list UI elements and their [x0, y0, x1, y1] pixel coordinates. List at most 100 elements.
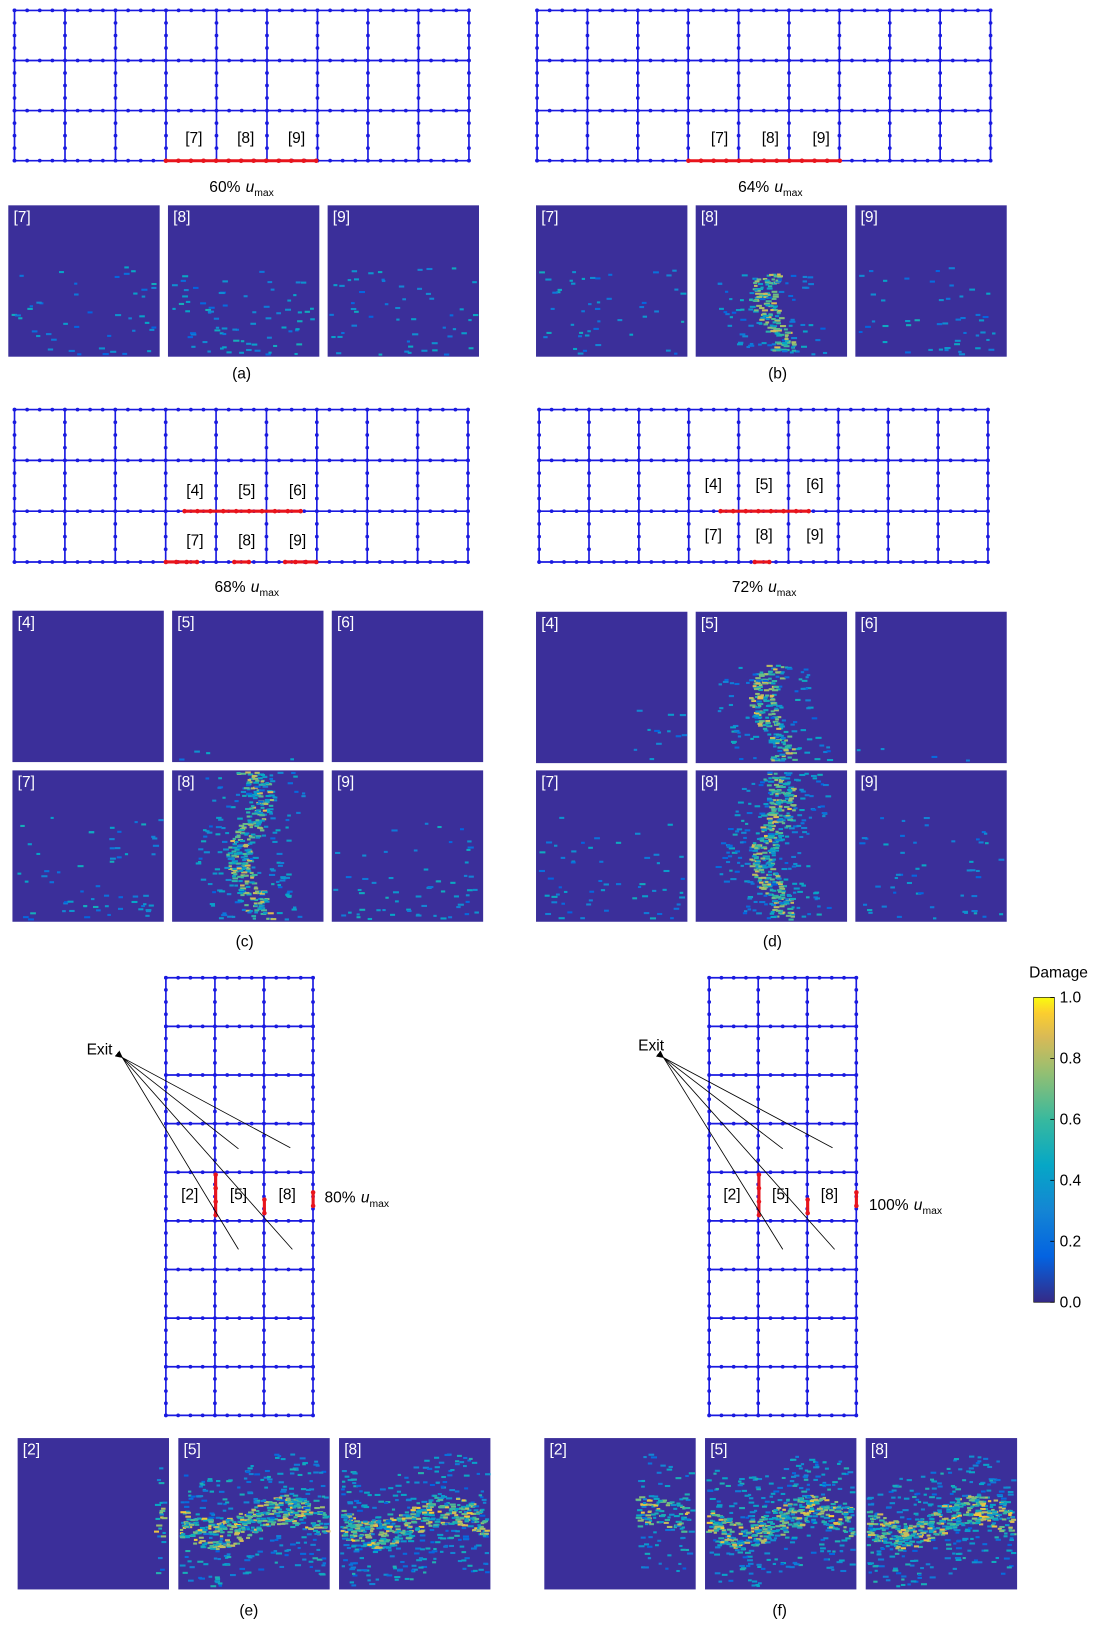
damage-speck: [162, 1517, 168, 1519]
damage-speck: [467, 840, 471, 842]
damage-speck: [785, 842, 789, 844]
damage-speck: [293, 294, 296, 296]
node: [836, 522, 840, 526]
node: [63, 471, 67, 475]
damage-speck: [819, 745, 824, 747]
damage-speck: [272, 1510, 276, 1512]
node: [938, 9, 942, 13]
node: [756, 1061, 760, 1065]
damage-speck: [792, 831, 798, 833]
node: [274, 1316, 278, 1320]
damage-speck: [754, 285, 758, 287]
node: [611, 9, 615, 13]
damage-speck: [51, 339, 57, 341]
node: [176, 408, 180, 412]
damage-speck: [668, 714, 674, 716]
node: [201, 1365, 205, 1369]
damage-speck: [347, 1528, 353, 1530]
node: [674, 408, 678, 412]
damage-speck: [787, 895, 792, 897]
damaged-node: [195, 560, 200, 565]
node: [225, 976, 229, 980]
node: [265, 446, 269, 450]
damage-speck: [729, 704, 733, 706]
damage-speck: [667, 730, 671, 732]
damage-speck: [324, 1526, 328, 1528]
damage-speck: [759, 323, 763, 325]
damage-speck: [270, 780, 275, 782]
damage-speck: [774, 309, 778, 311]
damage-speck: [749, 679, 754, 681]
node: [365, 509, 369, 513]
node: [252, 560, 256, 564]
node: [687, 522, 691, 526]
damage-speck: [240, 1494, 245, 1496]
damage-speck: [234, 800, 238, 802]
damage-speck: [184, 1506, 189, 1508]
node: [315, 522, 319, 526]
damage-speck: [754, 876, 758, 878]
damage-speck: [779, 905, 784, 907]
node: [800, 59, 804, 63]
node: [537, 484, 541, 488]
damage-speck: [256, 803, 260, 805]
node: [874, 560, 878, 564]
node: [274, 1024, 278, 1028]
damage-speck: [324, 1516, 330, 1518]
damage-speck: [215, 868, 220, 870]
damage-speck: [730, 682, 734, 684]
damage-speck: [396, 1548, 401, 1550]
node: [215, 71, 219, 75]
node: [781, 976, 785, 980]
damage-speck: [426, 293, 431, 295]
damage-speck: [794, 779, 799, 781]
node: [737, 84, 741, 88]
node: [63, 9, 67, 13]
node: [537, 522, 541, 526]
node: [252, 109, 256, 113]
node: [793, 1316, 797, 1320]
damage-speck: [340, 1552, 344, 1554]
node: [328, 109, 332, 113]
node: [535, 134, 539, 138]
damage-speck: [727, 845, 733, 847]
node: [769, 976, 773, 980]
node: [416, 471, 420, 475]
damage-speck: [294, 791, 298, 793]
damage-speck: [249, 1473, 254, 1475]
panel-label: (e): [239, 1602, 258, 1619]
node: [139, 560, 143, 564]
damage-speck: [273, 832, 278, 834]
damage-speck: [256, 1518, 260, 1520]
damage-speck: [742, 788, 747, 790]
node: [938, 159, 942, 163]
damage-speck: [438, 1493, 442, 1495]
damage-speck: [455, 1463, 460, 1465]
node: [888, 21, 892, 25]
damage-speck: [766, 724, 770, 726]
node: [787, 84, 791, 88]
damage-speck: [748, 908, 752, 910]
damage-speck: [366, 1528, 370, 1530]
node: [250, 1316, 254, 1320]
node: [311, 1255, 315, 1259]
node: [737, 71, 741, 75]
node: [201, 1219, 205, 1223]
node: [724, 9, 728, 13]
node: [290, 9, 294, 13]
node: [756, 1268, 760, 1272]
damage-speck: [99, 347, 105, 349]
node: [215, 121, 219, 125]
damage-speck: [454, 1535, 459, 1537]
node: [963, 59, 967, 63]
node: [13, 134, 17, 138]
damage-speck: [160, 1510, 163, 1512]
node: [366, 109, 370, 113]
damage-speck: [397, 1569, 403, 1571]
damage-speck: [260, 901, 264, 903]
damage-speck: [817, 774, 822, 776]
damage-speck: [598, 880, 602, 882]
node: [201, 1170, 205, 1174]
damage-speck: [426, 1522, 431, 1524]
node: [737, 59, 741, 63]
